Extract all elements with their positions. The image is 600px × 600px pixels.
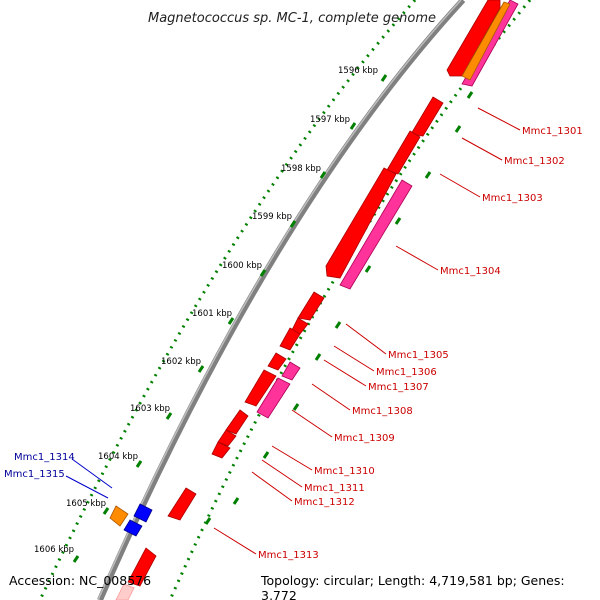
gene-label[interactable]: Mmc1_1311 (304, 483, 365, 494)
gene-feature[interactable] (461, 1, 511, 81)
gene-label[interactable]: Mmc1_1309 (334, 433, 395, 444)
gene-feature[interactable] (244, 369, 277, 407)
tick-marks (72, 74, 388, 563)
gene-feature[interactable] (217, 429, 237, 447)
tick-label: 1600 kbp (222, 261, 262, 271)
tick-label: 1596 kbp (338, 66, 378, 76)
tick-label: 1599 kbp (252, 212, 292, 222)
gene-label[interactable]: Mmc1_1301 (522, 126, 583, 137)
tick-label: 1603 kbp (130, 404, 170, 414)
genome-backbone (97, 0, 466, 600)
gene-label[interactable]: Mmc1_1306 (376, 367, 437, 378)
gene-feature[interactable] (410, 96, 444, 137)
gene-feature[interactable] (281, 361, 301, 381)
gene-feature[interactable] (109, 505, 129, 527)
accession-label: Accession: NC_008576 (9, 573, 152, 588)
ruler-dots-inner (38, 0, 417, 600)
gene-feature[interactable] (386, 130, 421, 175)
gene-label[interactable]: Mmc1_1304 (440, 266, 501, 277)
gene-label[interactable]: Mmc1_1307 (368, 382, 429, 393)
tick-label: 1598 kbp (281, 164, 321, 174)
tick-label: 1604 kbp (98, 452, 138, 462)
gene-feature[interactable] (267, 352, 287, 371)
gene-label[interactable]: Mmc1_1310 (314, 466, 375, 477)
tick-label: 1606 kbp (34, 545, 74, 555)
label-connectors-left (65, 458, 113, 499)
genome-title: Magnetococcus sp. MC-1, complete genome (148, 11, 436, 26)
gene-feature[interactable] (211, 441, 231, 459)
gene-feature[interactable] (127, 547, 157, 587)
label-connectors (213, 107, 521, 555)
gene-label[interactable]: Mmc1_1315 (4, 469, 65, 480)
gene-feature[interactable] (279, 327, 301, 351)
gene-label[interactable]: Mmc1_1314 (14, 452, 75, 463)
gene-label[interactable]: Mmc1_1305 (388, 350, 449, 361)
tick-label: 1605 kbp (66, 499, 106, 509)
gene-feature[interactable] (256, 377, 291, 419)
genome-backbone-highlight (97, 0, 462, 600)
gene-label[interactable]: Mmc1_1312 (294, 497, 355, 508)
gene-feature[interactable] (133, 503, 153, 523)
gene-feature[interactable] (225, 409, 249, 435)
gene-feature[interactable] (115, 583, 135, 600)
gene-feature[interactable] (297, 291, 325, 321)
gene-label[interactable]: Mmc1_1303 (482, 193, 543, 204)
tick-label: 1602 kbp (161, 357, 201, 367)
gene-feature[interactable] (325, 167, 397, 279)
gene-feature[interactable] (339, 179, 413, 290)
gene-feature[interactable] (167, 487, 197, 521)
gene-label[interactable]: Mmc1_1313 (258, 550, 319, 561)
ruler-dots-outer (168, 0, 532, 600)
gene-features (109, 0, 519, 600)
tick-label: 1597 kbp (310, 115, 350, 125)
gene-feature[interactable] (123, 519, 143, 537)
topology-label: Topology: circular; Length: 4,719,581 bp… (261, 573, 565, 600)
tick-label: 1601 kbp (192, 309, 232, 319)
gene-label[interactable]: Mmc1_1308 (352, 406, 413, 417)
gene-label[interactable]: Mmc1_1302 (504, 156, 565, 167)
outer-tick-marks (204, 91, 474, 525)
